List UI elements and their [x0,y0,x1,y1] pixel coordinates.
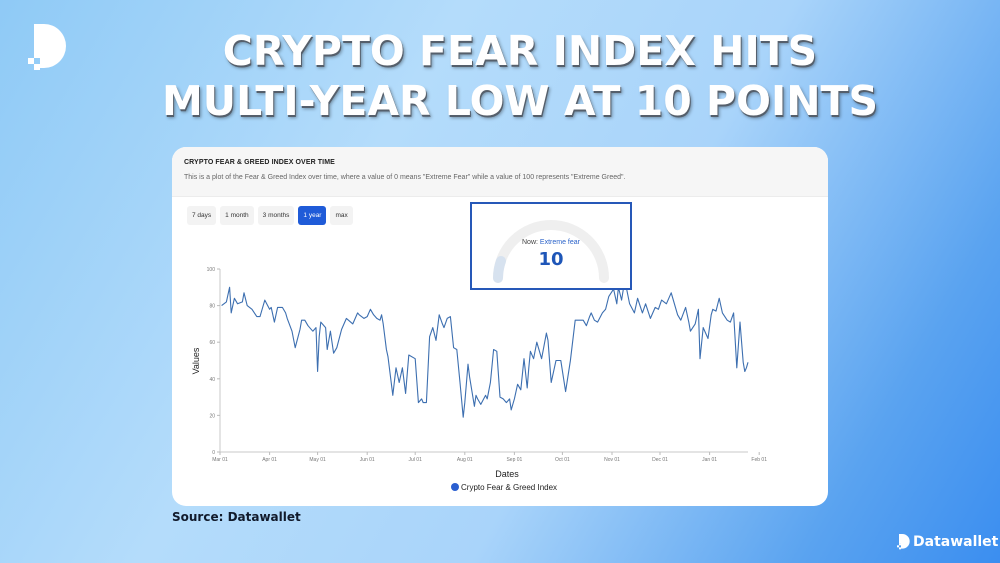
headline-line-2: MULTI-YEAR LOW AT 10 POINTS [161,77,879,125]
svg-text:Dec 01: Dec 01 [652,457,668,463]
svg-text:Apr 01: Apr 01 [262,457,277,463]
legend-label[interactable]: Crypto Fear & Greed Index [461,483,557,492]
gauge-arc-icon [493,220,609,283]
datawallet-logo-icon [28,24,66,70]
range-tabs: 7 days 1 month 3 months 1 year max [187,206,353,225]
svg-text:Feb 01: Feb 01 [751,457,767,463]
chart-card: CRYPTO FEAR & GREED INDEX OVER TIME This… [172,147,828,506]
svg-text:60: 60 [209,340,215,346]
svg-text:20: 20 [209,413,215,419]
svg-text:80: 80 [209,304,215,310]
card-header: CRYPTO FEAR & GREED INDEX OVER TIME This… [172,147,828,197]
y-axis: 0 20 40 60 80 100 [207,267,221,456]
footer-brand-name: Datawallet [913,534,999,550]
svg-text:Aug 01: Aug 01 [457,457,473,463]
line-chart: 0 20 40 60 80 100 Mar 01 Apr 01 May 01 Jun 01 Jul… [191,267,767,492]
headline: CRYPTO FEAR INDEX HITS MULTI-YEAR LOW AT… [0,26,1000,126]
tab-max[interactable]: max [330,206,353,225]
card-description: This is a plot of the Fear & Greed Index… [184,174,626,181]
svg-text:Oct 01: Oct 01 [555,457,570,463]
tab-1-month[interactable]: 1 month [220,206,254,225]
tab-3-months[interactable]: 3 months [257,206,295,225]
svg-text:Mar 01: Mar 01 [212,457,228,463]
footer-brand: Datawallet [896,534,998,550]
card-title: CRYPTO FEAR & GREED INDEX OVER TIME [184,159,335,166]
legend-dot-icon [451,483,459,491]
fear-greed-line [221,279,749,418]
svg-text:Nov 01: Nov 01 [604,457,620,463]
current-value-gauge: Now: Extreme fear 10 [470,202,632,290]
svg-text:Jul 01: Jul 01 [409,457,423,463]
gauge-now-prefix: Now: [522,239,540,246]
svg-text:Jun 01: Jun 01 [360,457,375,463]
svg-text:40: 40 [209,377,215,383]
source-credit: Source: Datawallet [172,510,301,524]
tab-1-year[interactable]: 1 year [298,206,327,225]
svg-text:0: 0 [212,450,215,456]
gauge-label: Now: Extreme fear [472,239,630,246]
datawallet-small-logo-icon [897,534,910,550]
svg-text:100: 100 [207,267,216,273]
x-axis: Mar 01 Apr 01 May 01 Jun 01 Jul 01 Aug 01 Sep … [212,451,767,463]
svg-text:Sep 01: Sep 01 [506,457,522,463]
gauge-state: Extreme fear [539,239,580,246]
y-axis-label: Values [191,347,201,374]
gauge-value: 10 [538,249,564,270]
x-axis-label: Dates [495,469,519,479]
svg-text:May 01: May 01 [309,457,326,463]
headline-line-1: CRYPTO FEAR INDEX HITS [222,27,818,75]
svg-text:Jan 01: Jan 01 [702,457,717,463]
tab-7-days[interactable]: 7 days [187,206,217,225]
